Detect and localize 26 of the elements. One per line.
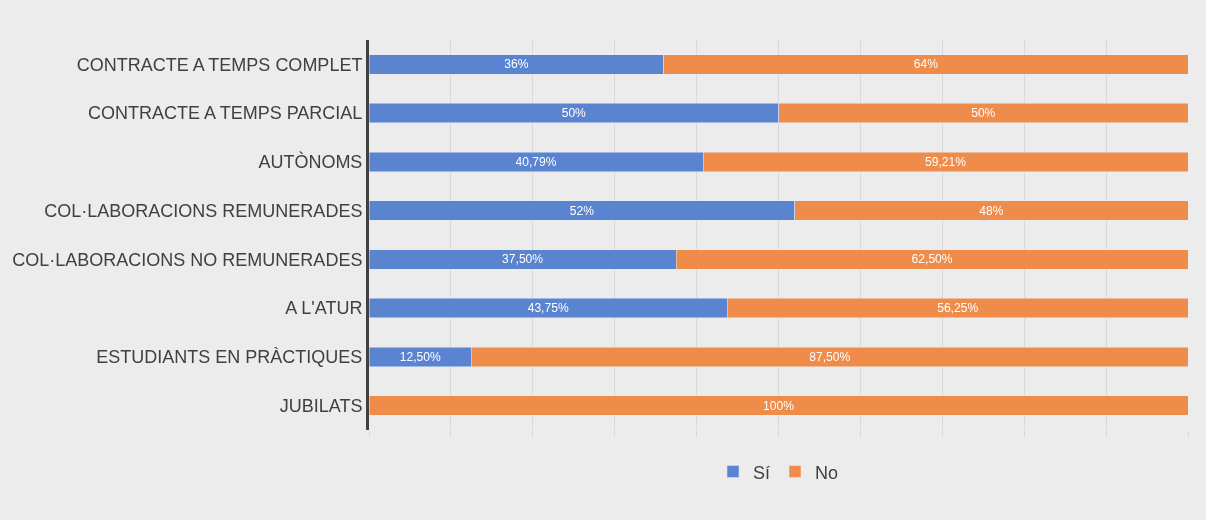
data-label: 64%	[913, 57, 939, 72]
legend-label: No	[815, 462, 839, 483]
data-label: 87,50%	[809, 349, 851, 364]
data-label: 43,75%	[527, 301, 569, 316]
y-tick-label: COL·LABORACIONS NO REMUNERADES	[12, 249, 363, 270]
data-label: 100%	[763, 398, 795, 413]
data-label: 37,50%	[502, 252, 544, 267]
data-label: 12,50%	[399, 349, 441, 364]
data-label: 50%	[561, 106, 587, 121]
data-label: 52%	[569, 203, 595, 218]
data-label: 48%	[979, 203, 1004, 218]
y-tick-label: JUBILATS	[279, 395, 363, 416]
data-label: 36%	[504, 57, 529, 72]
y-tick-label: CONTRACTE A TEMPS COMPLET	[76, 54, 363, 75]
y-tick-label: ESTUDIANTS EN PRÀCTIQUES	[96, 347, 363, 368]
data-label: 56,25%	[937, 301, 979, 316]
y-tick-label: CONTRACTE A TEMPS PARCIAL	[87, 103, 363, 124]
bar	[369, 395, 1188, 416]
y-tick-label: AUTÒNOMS	[258, 151, 363, 173]
data-label: 62,50%	[911, 252, 953, 267]
legend-label: Sí	[753, 462, 771, 483]
y-tick-label: A L'ATUR	[285, 298, 363, 319]
data-label: 40,79%	[515, 154, 557, 169]
data-label: 59,21%	[925, 154, 967, 169]
y-tick-label: COL·LABORACIONS REMUNERADES	[44, 200, 363, 221]
data-label: 50%	[971, 106, 996, 121]
